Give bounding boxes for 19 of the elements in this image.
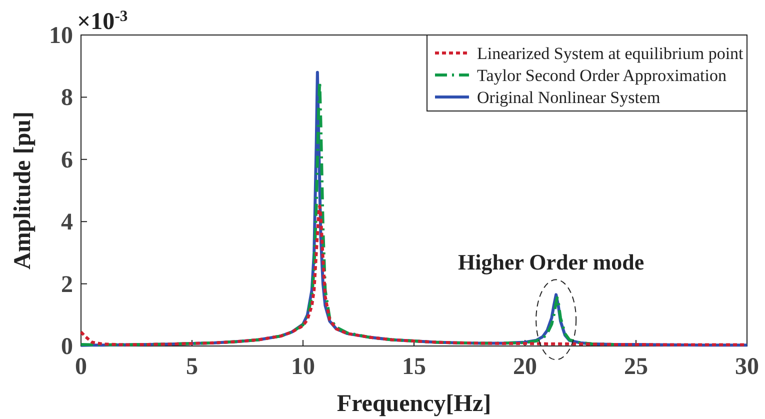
y-tick-label: 6 <box>61 147 73 174</box>
x-tick-label: 20 <box>513 354 537 380</box>
y-tick-label: 8 <box>61 85 73 112</box>
y-tick-label: 10 <box>49 23 73 49</box>
legend-label: Taylor Second Order Approximation <box>477 66 728 85</box>
y-tick-label: 2 <box>61 272 73 298</box>
y-axis-title: Amplitude [pu] <box>10 111 36 270</box>
y-tick-label: 0 <box>61 334 73 360</box>
annotation: ×10$^{-3}$ <box>77 8 128 35</box>
x-tick-label: 5 <box>186 354 198 380</box>
x-tick-label: 15 <box>402 354 426 380</box>
y-tick-label: 4 <box>61 210 73 236</box>
x-tick-label: 25 <box>624 354 648 380</box>
legend-label: Linearized System at equilibrium point <box>477 44 744 63</box>
annotation: Higher Order mode <box>458 250 644 275</box>
legend-label: Original Nonlinear System <box>477 88 660 107</box>
x-tick-label: 30 <box>735 354 759 380</box>
x-tick-label: 10 <box>291 354 315 380</box>
x-axis-title: Frequency[Hz] <box>336 391 492 417</box>
